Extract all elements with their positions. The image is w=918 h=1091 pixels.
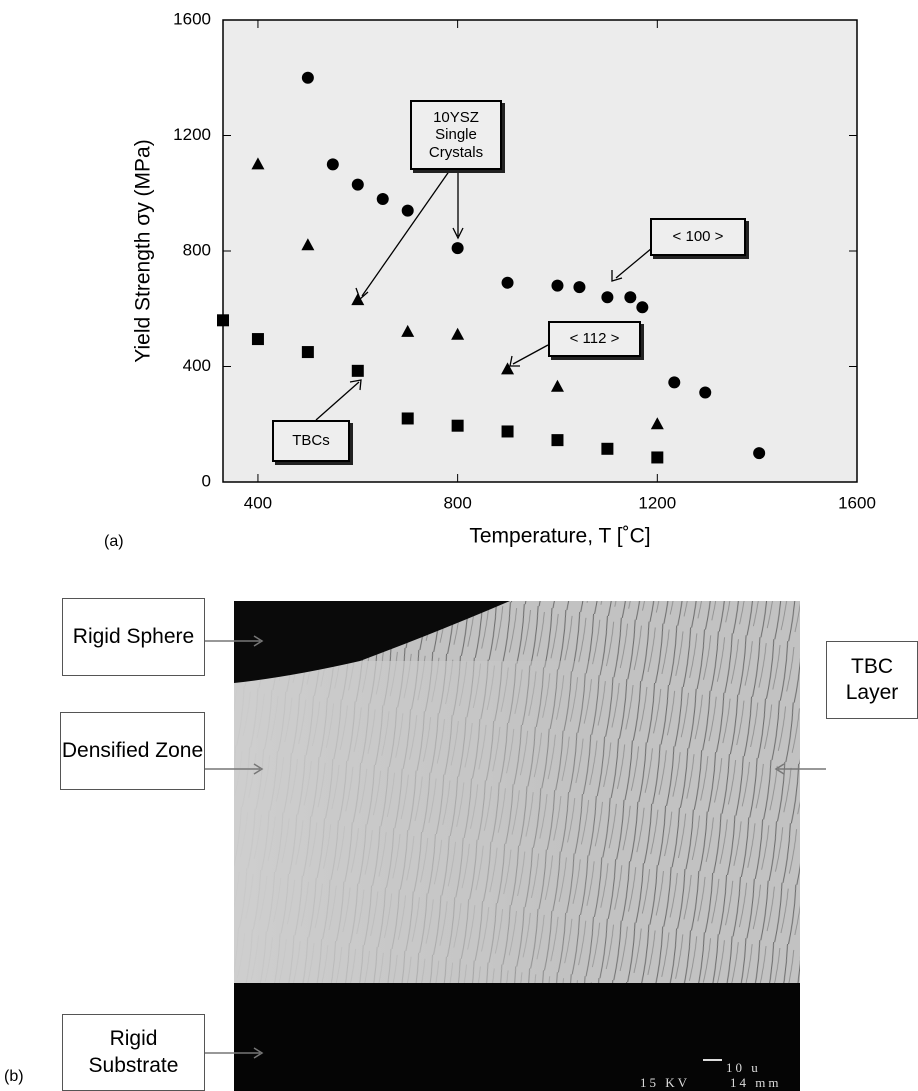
series-callout: TBCs <box>272 420 350 462</box>
data-point <box>651 451 664 464</box>
scale-bar-label: 10 u <box>726 1060 761 1075</box>
chart: Yield Strength σy (MPa) Temperature, T [… <box>132 9 876 548</box>
data-point <box>217 314 229 327</box>
data-point <box>668 376 681 389</box>
data-point <box>251 333 264 346</box>
y-tick-label: 0 <box>202 471 211 490</box>
data-point <box>650 417 664 430</box>
data-point <box>501 425 514 438</box>
panel-label: (a) <box>104 533 124 550</box>
data-point <box>601 442 614 455</box>
data-point <box>351 293 365 306</box>
data-point <box>401 204 414 217</box>
region-label: Rigid Sphere <box>62 598 205 676</box>
y-tick-label: 1600 <box>173 9 211 28</box>
region-label: Rigid Substrate <box>62 1014 205 1091</box>
region-label: TBC Layer <box>826 641 918 719</box>
y-tick-label: 400 <box>183 356 211 375</box>
annotation-box: 10YSZ Single Crystals <box>410 100 502 170</box>
x-tick-label: 800 <box>443 493 471 512</box>
x-tick-label: 400 <box>244 493 272 512</box>
x-tick-label: 1600 <box>838 493 876 512</box>
data-point <box>573 281 586 294</box>
data-point <box>451 327 465 340</box>
micrograph <box>205 601 826 1091</box>
data-point <box>451 419 464 432</box>
data-point <box>501 276 514 289</box>
series-callout: < 112 > <box>548 321 641 357</box>
data-point <box>501 362 515 375</box>
data-point <box>376 193 389 206</box>
y-tick-label: 800 <box>183 240 211 259</box>
data-point <box>551 279 564 292</box>
data-point <box>301 346 314 359</box>
y-axis-label: Yield Strength σy (MPa) <box>132 139 155 362</box>
data-point <box>401 324 415 337</box>
data-point <box>326 158 339 171</box>
data-point <box>451 242 464 255</box>
data-point <box>301 238 315 251</box>
data-point <box>551 434 564 447</box>
data-point <box>351 364 364 377</box>
series-callout: < 100 > <box>650 218 746 256</box>
label-arrows <box>205 635 826 1059</box>
x-axis-label: Temperature, T [˚C] <box>469 525 650 548</box>
data-point <box>753 447 766 460</box>
y-tick-label: 1200 <box>173 125 211 144</box>
data-point <box>401 412 414 425</box>
callout-arrows <box>315 169 653 421</box>
data-point <box>699 386 712 399</box>
data-point <box>550 379 564 392</box>
distance-label: 14 mm <box>730 1075 782 1090</box>
plot-area <box>222 19 858 483</box>
x-tick-label: 1200 <box>638 493 676 512</box>
data-point <box>636 301 649 314</box>
panel-label: (b) <box>4 1068 24 1085</box>
data-point <box>301 71 314 84</box>
data-point <box>601 291 614 304</box>
data-point <box>351 178 364 191</box>
data-point <box>251 157 265 170</box>
region-label: Densified Zone <box>60 712 205 790</box>
data-point <box>624 291 637 304</box>
voltage-label: 15 KV <box>640 1075 691 1090</box>
